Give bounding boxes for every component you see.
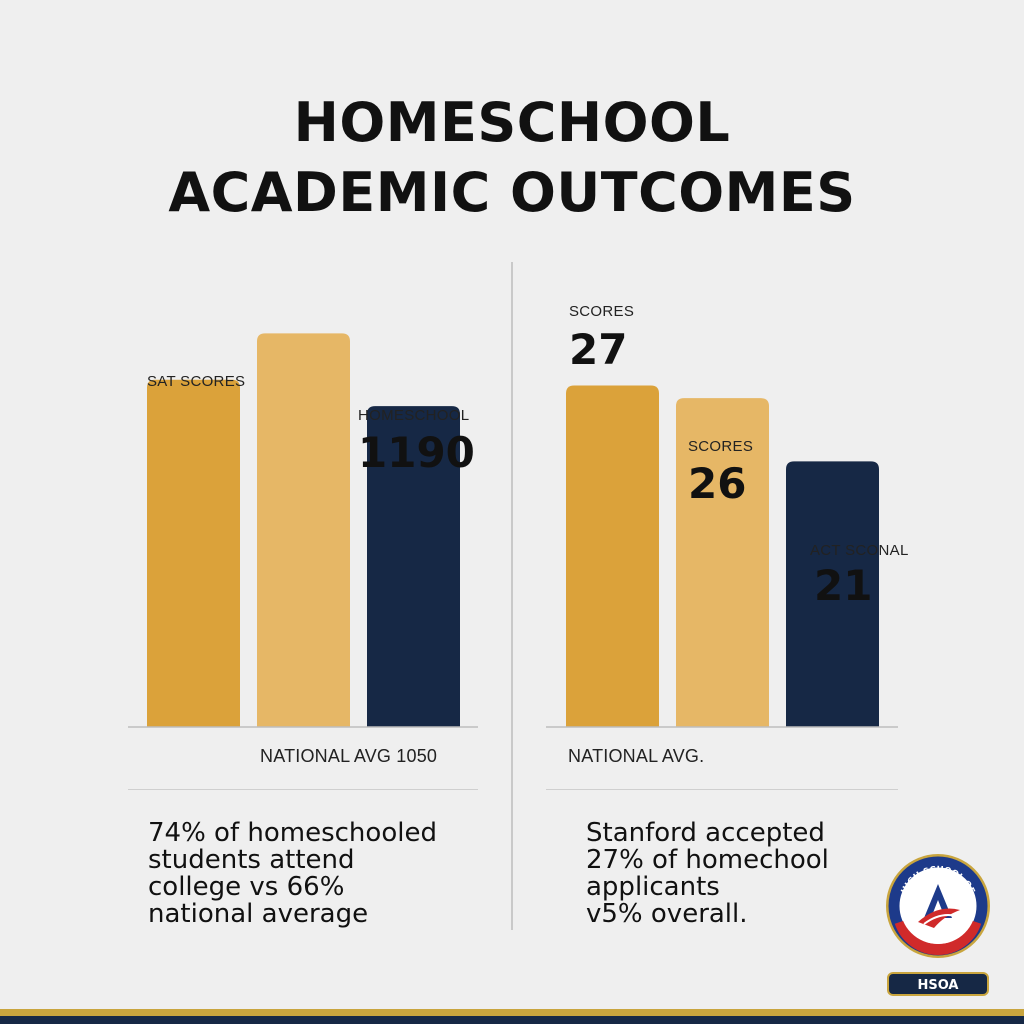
sat-baseline-caption: NATIONAL AVG 1050 xyxy=(260,746,438,766)
chart1-bar-2 xyxy=(257,333,350,727)
act-baseline-caption: NATIONAL AVG. xyxy=(568,746,705,766)
left-stat-line: students attend xyxy=(148,845,355,875)
left-stat-line: college vs 66% xyxy=(148,872,345,902)
left-stat-line: 74% of homeschooled xyxy=(148,818,437,848)
bar3-value-label: 21 xyxy=(814,561,872,610)
page-title-line-1: HOMESCHOOL xyxy=(293,91,731,154)
hsoa-badge: HIGH SCHOOL OF AMERICA HSOA xyxy=(884,852,992,997)
right-stat-line: 27% of homechool xyxy=(586,845,829,875)
sat-scores-label: SAT SCORES xyxy=(147,373,245,390)
right-stat: Stanford accepted 27% of homechool appli… xyxy=(586,820,916,928)
right-stat-line: applicants xyxy=(586,872,720,902)
left-rule xyxy=(128,789,478,790)
panel-divider xyxy=(511,262,513,930)
bar3-act-label: ACT SCONAL xyxy=(810,542,909,559)
footer-stripe-gold xyxy=(0,1009,1024,1016)
right-stat-line: Stanford accepted xyxy=(586,818,825,848)
chart1-bar-3 xyxy=(367,406,460,727)
chart1-bar-1 xyxy=(147,379,240,727)
left-stat-line: national average xyxy=(148,899,369,929)
chart2-bar-2 xyxy=(676,398,769,727)
bar1-scores-label: SCORES xyxy=(569,303,634,320)
homeschool-label: HOMESCHOOL xyxy=(358,407,469,424)
bar1-value-label: 27 xyxy=(569,325,627,374)
homeschool-value-label: 1190 xyxy=(358,428,475,477)
chart2-bar-1 xyxy=(566,385,659,727)
bar2-value-label: 26 xyxy=(688,459,746,508)
chart2-bar-3 xyxy=(786,461,879,727)
page-title-line-2: ACADEMIC OUTCOMES xyxy=(168,161,856,224)
svg-text:AMERICA: AMERICA xyxy=(918,924,959,939)
bar2-scores-label: SCORES xyxy=(688,438,753,455)
footer-stripe-navy xyxy=(0,1016,1024,1024)
right-rule xyxy=(546,789,898,790)
left-stat: 74% of homeschooled students attend coll… xyxy=(148,820,478,928)
hsoa-seal-logo: HIGH SCHOOL OF AMERICA HSOA xyxy=(886,854,990,996)
hsoa-label: HSOA xyxy=(917,978,958,993)
right-stat-line: v5% overall. xyxy=(586,899,748,929)
